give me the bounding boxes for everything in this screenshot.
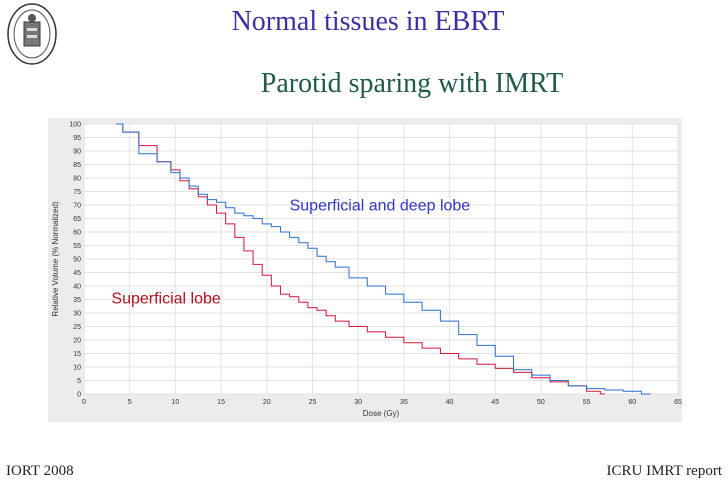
y-tick-label: 85	[73, 162, 81, 169]
y-tick-label: 25	[73, 324, 81, 331]
y-tick-label: 50	[73, 257, 81, 264]
y-tick-label: 40	[73, 284, 81, 291]
x-tick-label: 50	[537, 399, 545, 406]
x-axis-label: Dose (Gy)	[363, 409, 400, 418]
y-tick-label: 35	[73, 297, 81, 304]
dvh-chart-panel: 0 5 10 15 20 25 30 35 40 45 50 55 60 65 0 5 10 15 20 25 30 35…	[48, 118, 682, 422]
annotation-superficial-lobe: Superficial lobe	[111, 291, 221, 308]
y-tick-label: 90	[73, 149, 81, 156]
y-tick-label: 30	[73, 311, 81, 318]
y-tick-label: 65	[73, 216, 81, 223]
series-line-1	[115, 123, 651, 395]
x-tick-label: 65	[674, 399, 682, 406]
y-tick-label: 15	[73, 351, 81, 358]
y-tick-label: 95	[73, 135, 81, 142]
x-tick-label: 10	[171, 399, 179, 406]
y-tick-label: 20	[73, 338, 81, 345]
university-seal-logo	[6, 2, 58, 66]
annotation-superficial-and-deep-lobe: Superficial and deep lobe	[290, 197, 471, 214]
x-tick-label: 55	[583, 399, 591, 406]
x-tick-label: 25	[309, 399, 317, 406]
x-tick-label: 60	[628, 399, 636, 406]
y-tick-label: 60	[73, 230, 81, 237]
footer-left-text: IORT 2008	[6, 463, 74, 479]
x-tick-label: 0	[82, 399, 86, 406]
y-tick-label: 100	[69, 122, 81, 129]
y-tick-label: 80	[73, 176, 81, 183]
x-tick-label: 30	[354, 399, 362, 406]
x-tick-label: 40	[446, 399, 454, 406]
y-tick-label: 70	[73, 203, 81, 210]
x-tick-label: 15	[217, 399, 225, 406]
x-tick-label: 35	[400, 399, 408, 406]
slide-title: Normal tissues in EBRT	[231, 6, 505, 37]
y-tick-label: 75	[73, 189, 81, 196]
dvh-chart: 0 5 10 15 20 25 30 35 40 45 50 55 60 65 0 5 10 15 20 25 30 35…	[51, 122, 682, 419]
seal-icon	[7, 3, 57, 65]
x-tick-label: 20	[263, 399, 271, 406]
y-tick-label: 55	[73, 243, 81, 250]
y-tick-label: 10	[73, 365, 81, 372]
x-tick-label: 5	[128, 399, 132, 406]
y-tick-label: 5	[77, 378, 81, 385]
x-tick-label: 45	[491, 399, 499, 406]
y-tick-label: 45	[73, 270, 81, 277]
footer-right-text: ICRU IMRT report	[606, 463, 722, 479]
y-tick-label: 0	[77, 392, 81, 399]
series-line-0	[115, 123, 605, 395]
slide-subtitle: Parotid sparing with IMRT	[260, 68, 564, 99]
y-axis-label: Relative Volume (% Normalized)	[51, 201, 60, 316]
